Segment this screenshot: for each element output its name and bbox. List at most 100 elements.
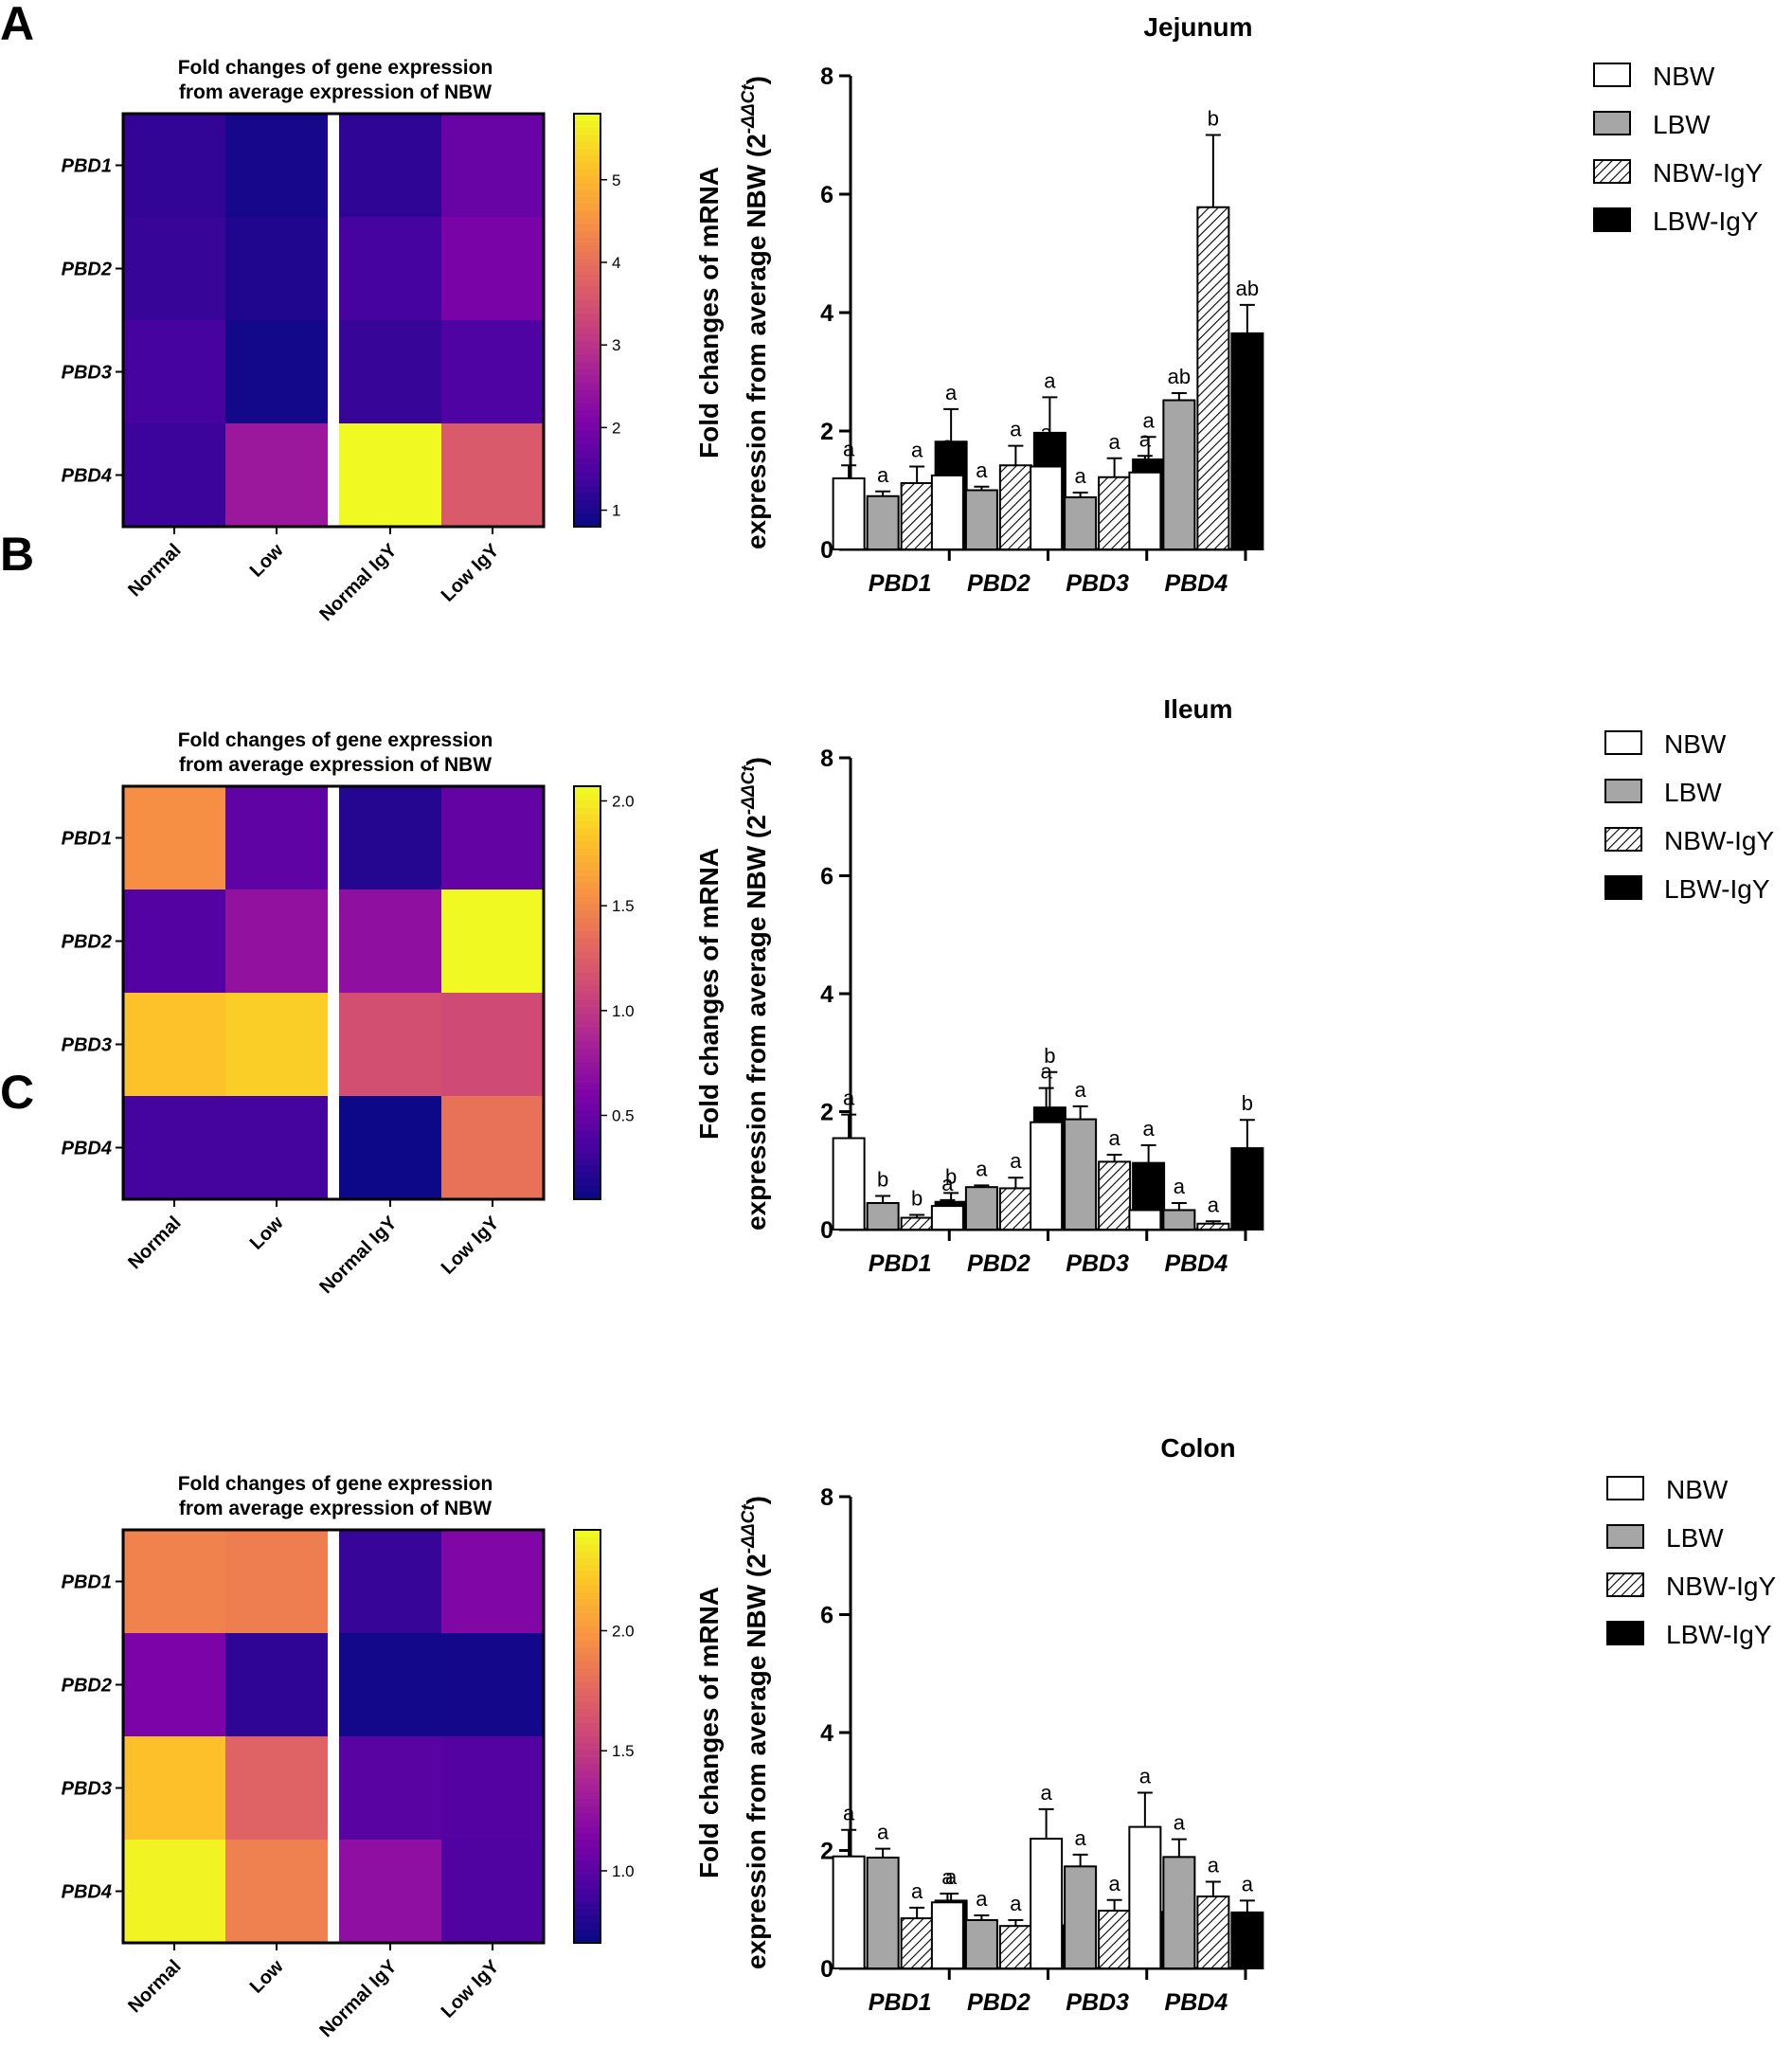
significance-letter: ab: [1168, 365, 1191, 388]
heatmap-cell: [123, 320, 225, 423]
colorbar-segment: [574, 1536, 600, 1545]
colorbar-segment: [574, 1811, 600, 1820]
y-tick-label: 0: [820, 1217, 833, 1244]
colorbar-segment: [574, 451, 600, 458]
colorbar-segment: [574, 841, 600, 849]
heatmap-cell: [339, 786, 441, 889]
significance-letter: a: [945, 1865, 958, 1889]
colorbar-segment: [574, 1867, 600, 1875]
heatmap-cell: [339, 1840, 441, 1943]
colorbar-segment: [574, 1096, 600, 1104]
heatmap-cell: [339, 1530, 441, 1633]
significance-letter: a: [1143, 1117, 1156, 1141]
bar-chart-title: Jejunum: [1143, 12, 1252, 42]
heatmap-cell: [123, 1840, 225, 1943]
colorbar-segment: [574, 409, 600, 418]
colorbar-segment: [574, 1887, 600, 1895]
legend-label: LBW-IgY: [1653, 207, 1759, 236]
colorbar-segment: [574, 972, 600, 980]
y-tick-label: 8: [820, 746, 833, 772]
heatmap-row-label: PBD2: [62, 1676, 112, 1697]
colorbar-segment: [574, 1571, 600, 1579]
heatmap-row-label: PBD4: [62, 466, 112, 487]
heatmap-row-label: PBD1: [62, 156, 112, 177]
colorbar-segment: [574, 1798, 600, 1806]
colorbar-segment: [574, 1171, 600, 1179]
y-axis-label-line1: Fold changes of mRNA: [694, 1587, 724, 1878]
colorbar-segment: [574, 1143, 600, 1152]
heatmap-row-label: PBD3: [62, 1035, 112, 1056]
colorbar-segment: [574, 1680, 600, 1689]
y-axis-label-line2: expression from average NBW (2-ΔΔCt): [739, 757, 771, 1231]
bar: [998, 1187, 1032, 1231]
colorbar-segment: [574, 403, 600, 411]
significance-letter: a: [976, 1887, 988, 1911]
bar: [1162, 399, 1196, 550]
colorbar-segment: [574, 985, 600, 994]
colorbar-segment: [574, 999, 600, 1008]
colorbar-segment: [574, 382, 600, 390]
heatmap-row-label: PBD4: [62, 1139, 112, 1159]
significance-letter: a: [1139, 427, 1152, 451]
colorbar-segment: [574, 834, 600, 842]
bar: [964, 489, 998, 550]
colorbar-segment: [574, 471, 600, 479]
y-tick-label: 2: [820, 419, 833, 445]
x-category-label: PBD4: [1165, 1989, 1228, 2016]
bar-chart: Ileum Fold changes of mRNA expression from…: [694, 694, 1264, 1277]
y-tick-label: 4: [820, 1720, 833, 1747]
heatmap-title-line1: Fold changes of gene expression: [178, 1473, 493, 1495]
colorbar-segment: [574, 1151, 600, 1159]
colorbar-segment: [574, 1840, 600, 1847]
colorbar-segment: [574, 1756, 600, 1765]
y-axis-label-line1: Fold changes of mRNA: [694, 167, 724, 458]
colorbar-segment: [574, 1736, 600, 1744]
bar: [1230, 332, 1264, 550]
y-tick-label: 0: [820, 537, 833, 564]
colorbar-segment: [574, 1929, 600, 1937]
y-axis-label-close: ): [742, 1496, 771, 1504]
heatmap-row-label: PBD1: [62, 829, 112, 850]
colorbar-segment: [574, 958, 600, 966]
colorbar-segment: [574, 154, 600, 163]
colorbar-segment: [574, 313, 600, 321]
heatmap-col-label: Low: [246, 1213, 288, 1254]
colorbar-segment: [574, 1853, 600, 1861]
colorbar-segment: [574, 423, 600, 431]
colorbar-segment: [574, 478, 600, 486]
heatmap-row-label: PBD2: [62, 260, 112, 280]
heatmap-cell: [225, 889, 328, 993]
y-tick-label: 8: [820, 63, 833, 90]
colorbar-tick-label: 1.5: [612, 897, 635, 915]
colorbar-segment: [574, 141, 600, 149]
significance-letter: a: [1075, 1826, 1087, 1850]
colorbar-segment: [574, 237, 600, 245]
heatmap-row-label: PBD3: [62, 363, 112, 384]
bar: [964, 1918, 998, 1969]
bar: [964, 1186, 998, 1231]
heatmap-title-line2: from average expression of NBW: [179, 754, 492, 776]
x-category-label: PBD1: [869, 1250, 932, 1277]
y-axis-label-close: ): [742, 757, 771, 765]
bar: [1196, 1222, 1230, 1231]
legend-label: NBW-IgY: [1664, 826, 1774, 855]
bar-chart: Colon Fold changes of mRNA expression from…: [694, 1433, 1264, 2016]
colorbar-segment: [574, 1874, 600, 1882]
bar-chart-title: Ileum: [1163, 694, 1232, 724]
colorbar-segment: [574, 964, 600, 973]
legend-swatch: [1593, 159, 1631, 184]
colorbar-segment: [574, 820, 600, 829]
significance-letter: a: [941, 1865, 954, 1889]
heatmap-title-line2: from average expression of NBW: [179, 1498, 492, 1519]
colorbar-segment: [574, 951, 600, 960]
colorbar-segment: [574, 361, 600, 369]
colorbar-segment: [574, 217, 600, 225]
bar: [1162, 1856, 1196, 1970]
colorbar-segment: [574, 924, 600, 932]
heatmap-cell: [123, 423, 225, 527]
legend-swatch: [1604, 730, 1642, 755]
legend-label: LBW: [1653, 110, 1711, 139]
heatmap-col-label: Low IgY: [438, 1213, 504, 1279]
bar: [1098, 476, 1132, 550]
significance-letter: a: [1041, 1060, 1053, 1084]
